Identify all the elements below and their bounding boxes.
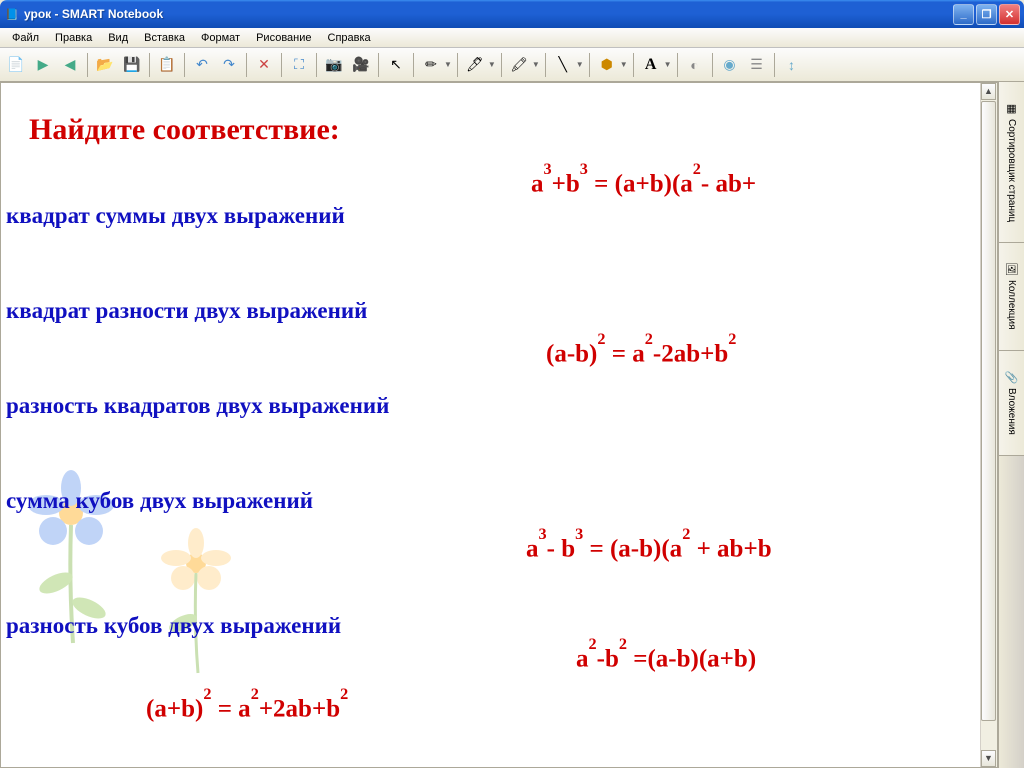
tool-save-icon[interactable]: 💾 [120,53,144,77]
formula-square-diff[interactable]: (a-b)2 = a2-2ab+b2 [546,338,736,368]
separator [633,53,634,77]
gallery-icon: 🖼 [1005,263,1019,276]
menu-insert[interactable]: Вставка [136,30,193,46]
tool-undo-icon[interactable]: ↶ [190,53,214,77]
canvas[interactable]: Найдите соответствие: квадрат суммы двух… [0,82,998,768]
separator [677,53,678,77]
separator [774,53,775,77]
tab-label: Коллекция [1006,280,1017,330]
app-icon: 📘 [4,6,20,22]
tool-color-icon[interactable]: ◐ [683,53,707,77]
menu-view[interactable]: Вид [100,30,136,46]
formula-square-sum[interactable]: (a+b)2 = a2+2ab+b2 [146,693,348,723]
tool-camera-icon[interactable]: 🎥 [349,53,373,77]
tool-prev-icon[interactable]: ◀ [58,53,82,77]
dropdown-icon[interactable]: ▼ [664,60,672,69]
tool-text-icon[interactable]: A [639,53,663,77]
formula-sum-cubes[interactable]: a3+b3 = (a+b)(a2- ab+ [531,168,756,198]
separator [378,53,379,77]
tool-settings-icon[interactable]: ☰ [745,53,769,77]
separator [413,53,414,77]
tab-page-sorter[interactable]: ▦ Сортировщик страниц [999,82,1024,243]
label-square-diff[interactable]: квадрат разности двух выражений [6,298,367,324]
label-diff-squares[interactable]: разность квадратов двух выражений [6,393,389,419]
separator [149,53,150,77]
separator [457,53,458,77]
tool-redo-icon[interactable]: ↷ [217,53,241,77]
close-button[interactable]: ✕ [999,4,1020,25]
scroll-thumb[interactable] [981,101,996,721]
tool-shape-icon[interactable]: ⬢ [595,53,619,77]
separator [589,53,590,77]
tool-move-icon[interactable]: ↕ [780,53,804,77]
tab-gallery[interactable]: 🖼 Коллекция [999,243,1024,351]
scroll-down-icon[interactable]: ▼ [981,750,996,767]
menubar: Файл Правка Вид Вставка Формат Рисование… [0,28,1024,48]
separator [501,53,502,77]
main-area: Найдите соответствие: квадрат суммы двух… [0,82,1024,768]
side-tabs: ▦ Сортировщик страниц 🖼 Коллекция 📎 Влож… [998,82,1024,768]
menu-help[interactable]: Справка [320,30,379,46]
tool-pen-icon[interactable]: ✏ [419,53,443,77]
tool-paste-icon[interactable]: 📋 [155,53,179,77]
dropdown-icon[interactable]: ▼ [488,60,496,69]
maximize-button[interactable]: ❐ [976,4,997,25]
tool-highlighter-icon[interactable]: 🖊 [463,53,487,77]
tool-eraser-icon[interactable]: 🖍 [507,53,531,77]
window-title: урок - SMART Notebook [24,7,953,21]
tool-new-icon[interactable]: 📄 [4,53,28,77]
formula-diff-squares[interactable]: a2-b2 =(a-b)(a+b) [576,643,756,673]
attachment-icon: 📎 [1005,371,1019,384]
tool-line-icon[interactable]: ╲ [551,53,575,77]
separator [712,53,713,77]
minimize-button[interactable]: _ [953,4,974,25]
dropdown-icon[interactable]: ▼ [532,60,540,69]
dropdown-icon[interactable]: ▼ [576,60,584,69]
dropdown-icon[interactable]: ▼ [620,60,628,69]
tool-pointer-icon[interactable]: ↖ [384,53,408,77]
separator [87,53,88,77]
scroll-up-icon[interactable]: ▲ [981,83,996,100]
label-square-sum[interactable]: квадрат суммы двух выражений [6,203,345,229]
tab-label: Сортировщик страниц [1006,119,1017,222]
menu-edit[interactable]: Правка [47,30,100,46]
separator [246,53,247,77]
toolbar: 📄 ▶ ◀ 📂 💾 📋 ↶ ↷ ✕ ⛶ 📷 🎥 ↖ ✏▼ 🖊▼ 🖍▼ ╲▼ ⬢▼… [0,48,1024,82]
page-title[interactable]: Найдите соответствие: [29,113,340,147]
tab-attachments[interactable]: 📎 Вложения [999,351,1024,456]
separator [545,53,546,77]
menu-draw[interactable]: Рисование [248,30,319,46]
tool-open-icon[interactable]: 📂 [93,53,117,77]
dropdown-icon[interactable]: ▼ [444,60,452,69]
tool-transparency-icon[interactable]: ◉ [718,53,742,77]
vertical-scrollbar[interactable]: ▲ ▼ [980,83,997,767]
sorter-icon: ▦ [1006,102,1016,115]
tool-delete-icon[interactable]: ✕ [252,53,276,77]
separator [184,53,185,77]
formula-diff-cubes[interactable]: a3- b3 = (a-b)(a2 + ab+b [526,533,772,563]
titlebar: 📘 урок - SMART Notebook _ ❐ ✕ [0,0,1024,28]
label-sum-cubes[interactable]: сумма кубов двух выражений [6,488,313,514]
separator [316,53,317,77]
tool-capture-icon[interactable]: 📷 [322,53,346,77]
menu-file[interactable]: Файл [4,30,47,46]
separator [281,53,282,77]
label-diff-cubes[interactable]: разность кубов двух выражений [6,613,341,639]
menu-format[interactable]: Формат [193,30,248,46]
tool-fullscreen-icon[interactable]: ⛶ [287,53,311,77]
tool-next-icon[interactable]: ▶ [31,53,55,77]
tab-label: Вложения [1006,388,1017,435]
flower-decoration [151,523,251,693]
window-controls: _ ❐ ✕ [953,4,1020,25]
